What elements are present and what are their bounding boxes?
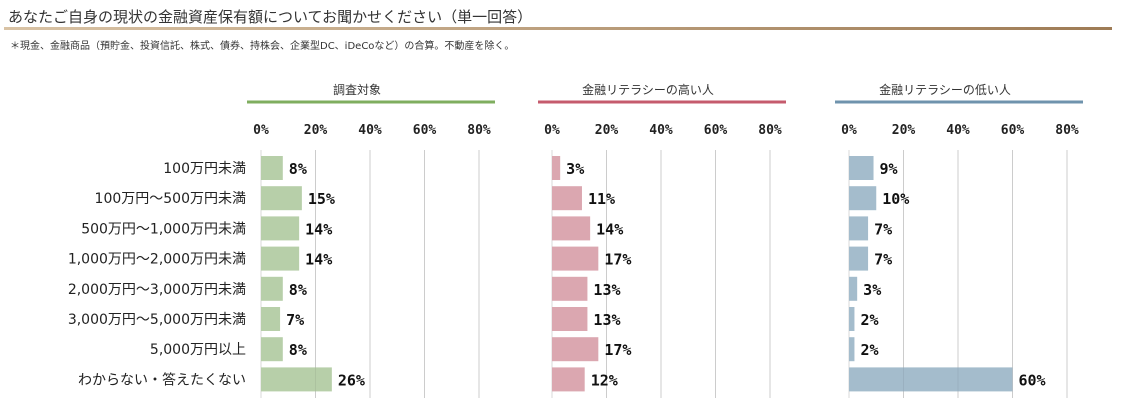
- panel-title: 金融リテラシーの低い人: [879, 82, 1011, 97]
- x-tick-label: 20%: [304, 123, 328, 138]
- x-tick-label: 60%: [704, 123, 728, 138]
- category-label: 100万円～500万円未満: [95, 191, 246, 207]
- bar: [849, 367, 1013, 392]
- x-tick-label: 40%: [358, 123, 382, 138]
- bar: [849, 186, 877, 211]
- category-label: 3,000万円～5,000万円未満: [68, 312, 246, 328]
- x-tick-label: 20%: [595, 123, 619, 138]
- bar: [261, 216, 300, 241]
- title-underline: [4, 27, 1112, 30]
- data-label: 60%: [1019, 371, 1046, 389]
- data-label: 7%: [874, 220, 892, 238]
- category-label: 1,000万円～2,000万円未満: [68, 252, 246, 268]
- x-tick-label: 0%: [253, 123, 269, 138]
- bar: [261, 156, 283, 180]
- bar: [849, 307, 855, 331]
- bar: [261, 307, 281, 331]
- bar: [261, 186, 302, 211]
- data-label: 8%: [289, 160, 307, 178]
- x-tick-label: 60%: [413, 123, 437, 138]
- panel-title: 調査対象: [333, 83, 381, 97]
- bar: [552, 337, 599, 362]
- data-label: 2%: [860, 311, 878, 329]
- bar: [261, 276, 283, 301]
- category-label: わからない・答えたくない: [78, 371, 246, 388]
- bar: [552, 307, 588, 331]
- data-label: 17%: [604, 251, 631, 269]
- data-label: 13%: [593, 281, 620, 299]
- question-title: あなたご自身の現状の金融資産保有額についてお聞かせください（単一回答）: [8, 8, 533, 26]
- data-label: 7%: [874, 251, 892, 269]
- data-label: 14%: [596, 220, 623, 238]
- data-label: 12%: [591, 371, 618, 389]
- x-tick-label: 60%: [1001, 123, 1025, 138]
- data-label: 7%: [286, 311, 304, 329]
- bar: [261, 337, 283, 362]
- category-label: 5,000万円以上: [150, 342, 246, 358]
- bar: [849, 246, 869, 271]
- bar: [552, 276, 588, 301]
- bar: [552, 216, 591, 241]
- bar: [849, 337, 855, 362]
- data-label: 3%: [863, 281, 881, 299]
- data-label: 13%: [593, 311, 620, 329]
- bar: [849, 276, 858, 301]
- bar: [552, 186, 582, 211]
- x-tick-label: 80%: [1055, 123, 1079, 138]
- data-label: 11%: [588, 190, 615, 208]
- x-tick-label: 20%: [892, 123, 916, 138]
- x-tick-label: 40%: [649, 123, 673, 138]
- category-label: 100万円未満: [163, 161, 246, 177]
- bar: [552, 367, 585, 392]
- bar: [261, 246, 300, 271]
- data-label: 26%: [338, 371, 365, 389]
- data-label: 9%: [880, 160, 898, 178]
- x-tick-label: 0%: [544, 123, 560, 138]
- bar: [849, 216, 869, 241]
- panel-title-underline: [835, 100, 1083, 104]
- data-label: 15%: [308, 190, 335, 208]
- panel-title-underline: [247, 100, 495, 104]
- x-tick-label: 80%: [467, 123, 491, 138]
- data-label: 14%: [305, 251, 332, 269]
- bar: [552, 156, 561, 180]
- data-label: 17%: [604, 341, 631, 359]
- bar: [261, 367, 332, 392]
- bar: [849, 156, 874, 180]
- panel-title-underline: [538, 100, 786, 104]
- category-label: 500万円～1,000万円未満: [81, 221, 246, 237]
- data-label: 8%: [289, 341, 307, 359]
- footnote: ＊現金、金融商品（預貯金、投資信託、株式、債券、持株会、企業型DC、iDeCoな…: [10, 41, 515, 52]
- data-label: 3%: [566, 160, 584, 178]
- data-label: 14%: [305, 220, 332, 238]
- panel-title: 金融リテラシーの高い人: [582, 82, 714, 97]
- x-tick-label: 0%: [841, 123, 857, 138]
- data-label: 8%: [289, 281, 307, 299]
- data-label: 10%: [882, 190, 909, 208]
- x-tick-label: 40%: [946, 123, 970, 138]
- bar: [552, 246, 599, 271]
- category-label: 2,000万円～3,000万円未満: [68, 282, 246, 298]
- data-label: 2%: [860, 341, 878, 359]
- x-tick-label: 80%: [758, 123, 782, 138]
